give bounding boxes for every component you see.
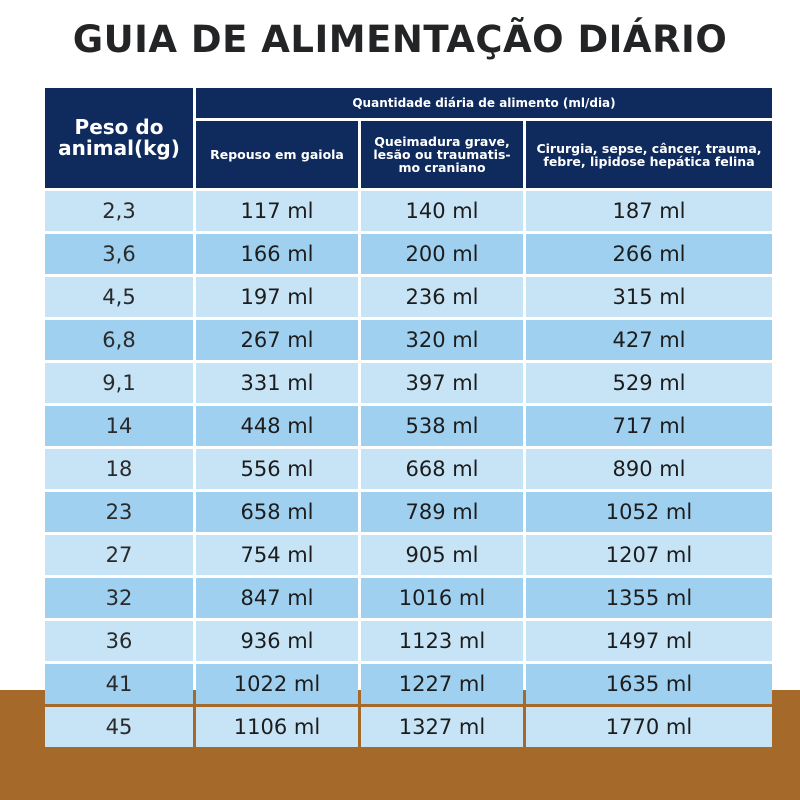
surgery-cell: 187 ml <box>526 191 773 231</box>
surgery-cell: 717 ml <box>526 406 773 446</box>
rest-cell: 267 ml <box>196 320 358 360</box>
burn-cell: 397 ml <box>361 363 523 403</box>
burn-column-header: Queimadura grave, lesão ou traumatis-mo … <box>361 121 523 188</box>
surgery-cell: 266 ml <box>526 234 773 274</box>
page-title: GUIA DE ALIMENTAÇÃO DIÁRIO <box>72 18 728 61</box>
weight-cell: 2,3 <box>45 191 193 231</box>
weight-cell: 14 <box>45 406 193 446</box>
rest-cell: 1106 ml <box>196 707 358 747</box>
feeding-table: Peso do animal(kg) Quantidade diária de … <box>45 88 775 747</box>
weight-cell: 4,5 <box>45 277 193 317</box>
surgery-cell: 427 ml <box>526 320 773 360</box>
burn-cell: 236 ml <box>361 277 523 317</box>
surgery-cell: 1207 ml <box>526 535 773 575</box>
surgery-cell: 315 ml <box>526 277 773 317</box>
rest-cell: 331 ml <box>196 363 358 403</box>
rest-cell: 658 ml <box>196 492 358 532</box>
weight-cell: 6,8 <box>45 320 193 360</box>
surgery-cell: 1052 ml <box>526 492 773 532</box>
weight-cell: 3,6 <box>45 234 193 274</box>
rest-cell: 448 ml <box>196 406 358 446</box>
burn-cell: 1227 ml <box>361 664 523 704</box>
rest-column-header: Repouso em gaiola <box>196 121 358 188</box>
surgery-cell: 1770 ml <box>526 707 773 747</box>
weight-cell: 18 <box>45 449 193 489</box>
weight-cell: 45 <box>45 707 193 747</box>
table-row: 9,1 331 ml 397 ml 529 ml <box>45 363 773 403</box>
burn-cell: 1327 ml <box>361 707 523 747</box>
weight-cell: 27 <box>45 535 193 575</box>
table-row: 14 448 ml 538 ml 717 ml <box>45 406 773 446</box>
surgery-cell: 890 ml <box>526 449 773 489</box>
table-row: 41 1022 ml 1227 ml 1635 ml <box>45 664 773 704</box>
surgery-cell: 1355 ml <box>526 578 773 618</box>
quantity-group-header: Quantidade diária de alimento (ml/dia) <box>196 88 773 119</box>
burn-cell: 140 ml <box>361 191 523 231</box>
table-row: 4,5 197 ml 236 ml 315 ml <box>45 277 773 317</box>
burn-cell: 905 ml <box>361 535 523 575</box>
rest-cell: 197 ml <box>196 277 358 317</box>
weight-cell: 32 <box>45 578 193 618</box>
table-row: 3,6 166 ml 200 ml 266 ml <box>45 234 773 274</box>
burn-cell: 538 ml <box>361 406 523 446</box>
table-row: 23 658 ml 789 ml 1052 ml <box>45 492 773 532</box>
rest-cell: 166 ml <box>196 234 358 274</box>
surgery-column-header: Cirurgia, sepse, câncer, trauma, febre, … <box>526 121 773 188</box>
burn-cell: 320 ml <box>361 320 523 360</box>
burn-cell: 1016 ml <box>361 578 523 618</box>
surgery-cell: 1635 ml <box>526 664 773 704</box>
rest-cell: 1022 ml <box>196 664 358 704</box>
table-row: 36 936 ml 1123 ml 1497 ml <box>45 621 773 661</box>
weight-cell: 9,1 <box>45 363 193 403</box>
burn-cell: 200 ml <box>361 234 523 274</box>
table-row: 6,8 267 ml 320 ml 427 ml <box>45 320 773 360</box>
rest-cell: 556 ml <box>196 449 358 489</box>
burn-cell: 668 ml <box>361 449 523 489</box>
surgery-cell: 529 ml <box>526 363 773 403</box>
table-row: 2,3 117 ml 140 ml 187 ml <box>45 191 773 231</box>
table-row: 32 847 ml 1016 ml 1355 ml <box>45 578 773 618</box>
table-row: 45 1106 ml 1327 ml 1770 ml <box>45 707 773 747</box>
weight-cell: 41 <box>45 664 193 704</box>
rest-cell: 754 ml <box>196 535 358 575</box>
table-row: 18 556 ml 668 ml 890 ml <box>45 449 773 489</box>
weight-column-header: Peso do animal(kg) <box>45 88 193 188</box>
burn-cell: 1123 ml <box>361 621 523 661</box>
rest-cell: 117 ml <box>196 191 358 231</box>
rest-cell: 936 ml <box>196 621 358 661</box>
table-row: 27 754 ml 905 ml 1207 ml <box>45 535 773 575</box>
weight-cell: 23 <box>45 492 193 532</box>
rest-cell: 847 ml <box>196 578 358 618</box>
surgery-cell: 1497 ml <box>526 621 773 661</box>
burn-cell: 789 ml <box>361 492 523 532</box>
weight-cell: 36 <box>45 621 193 661</box>
